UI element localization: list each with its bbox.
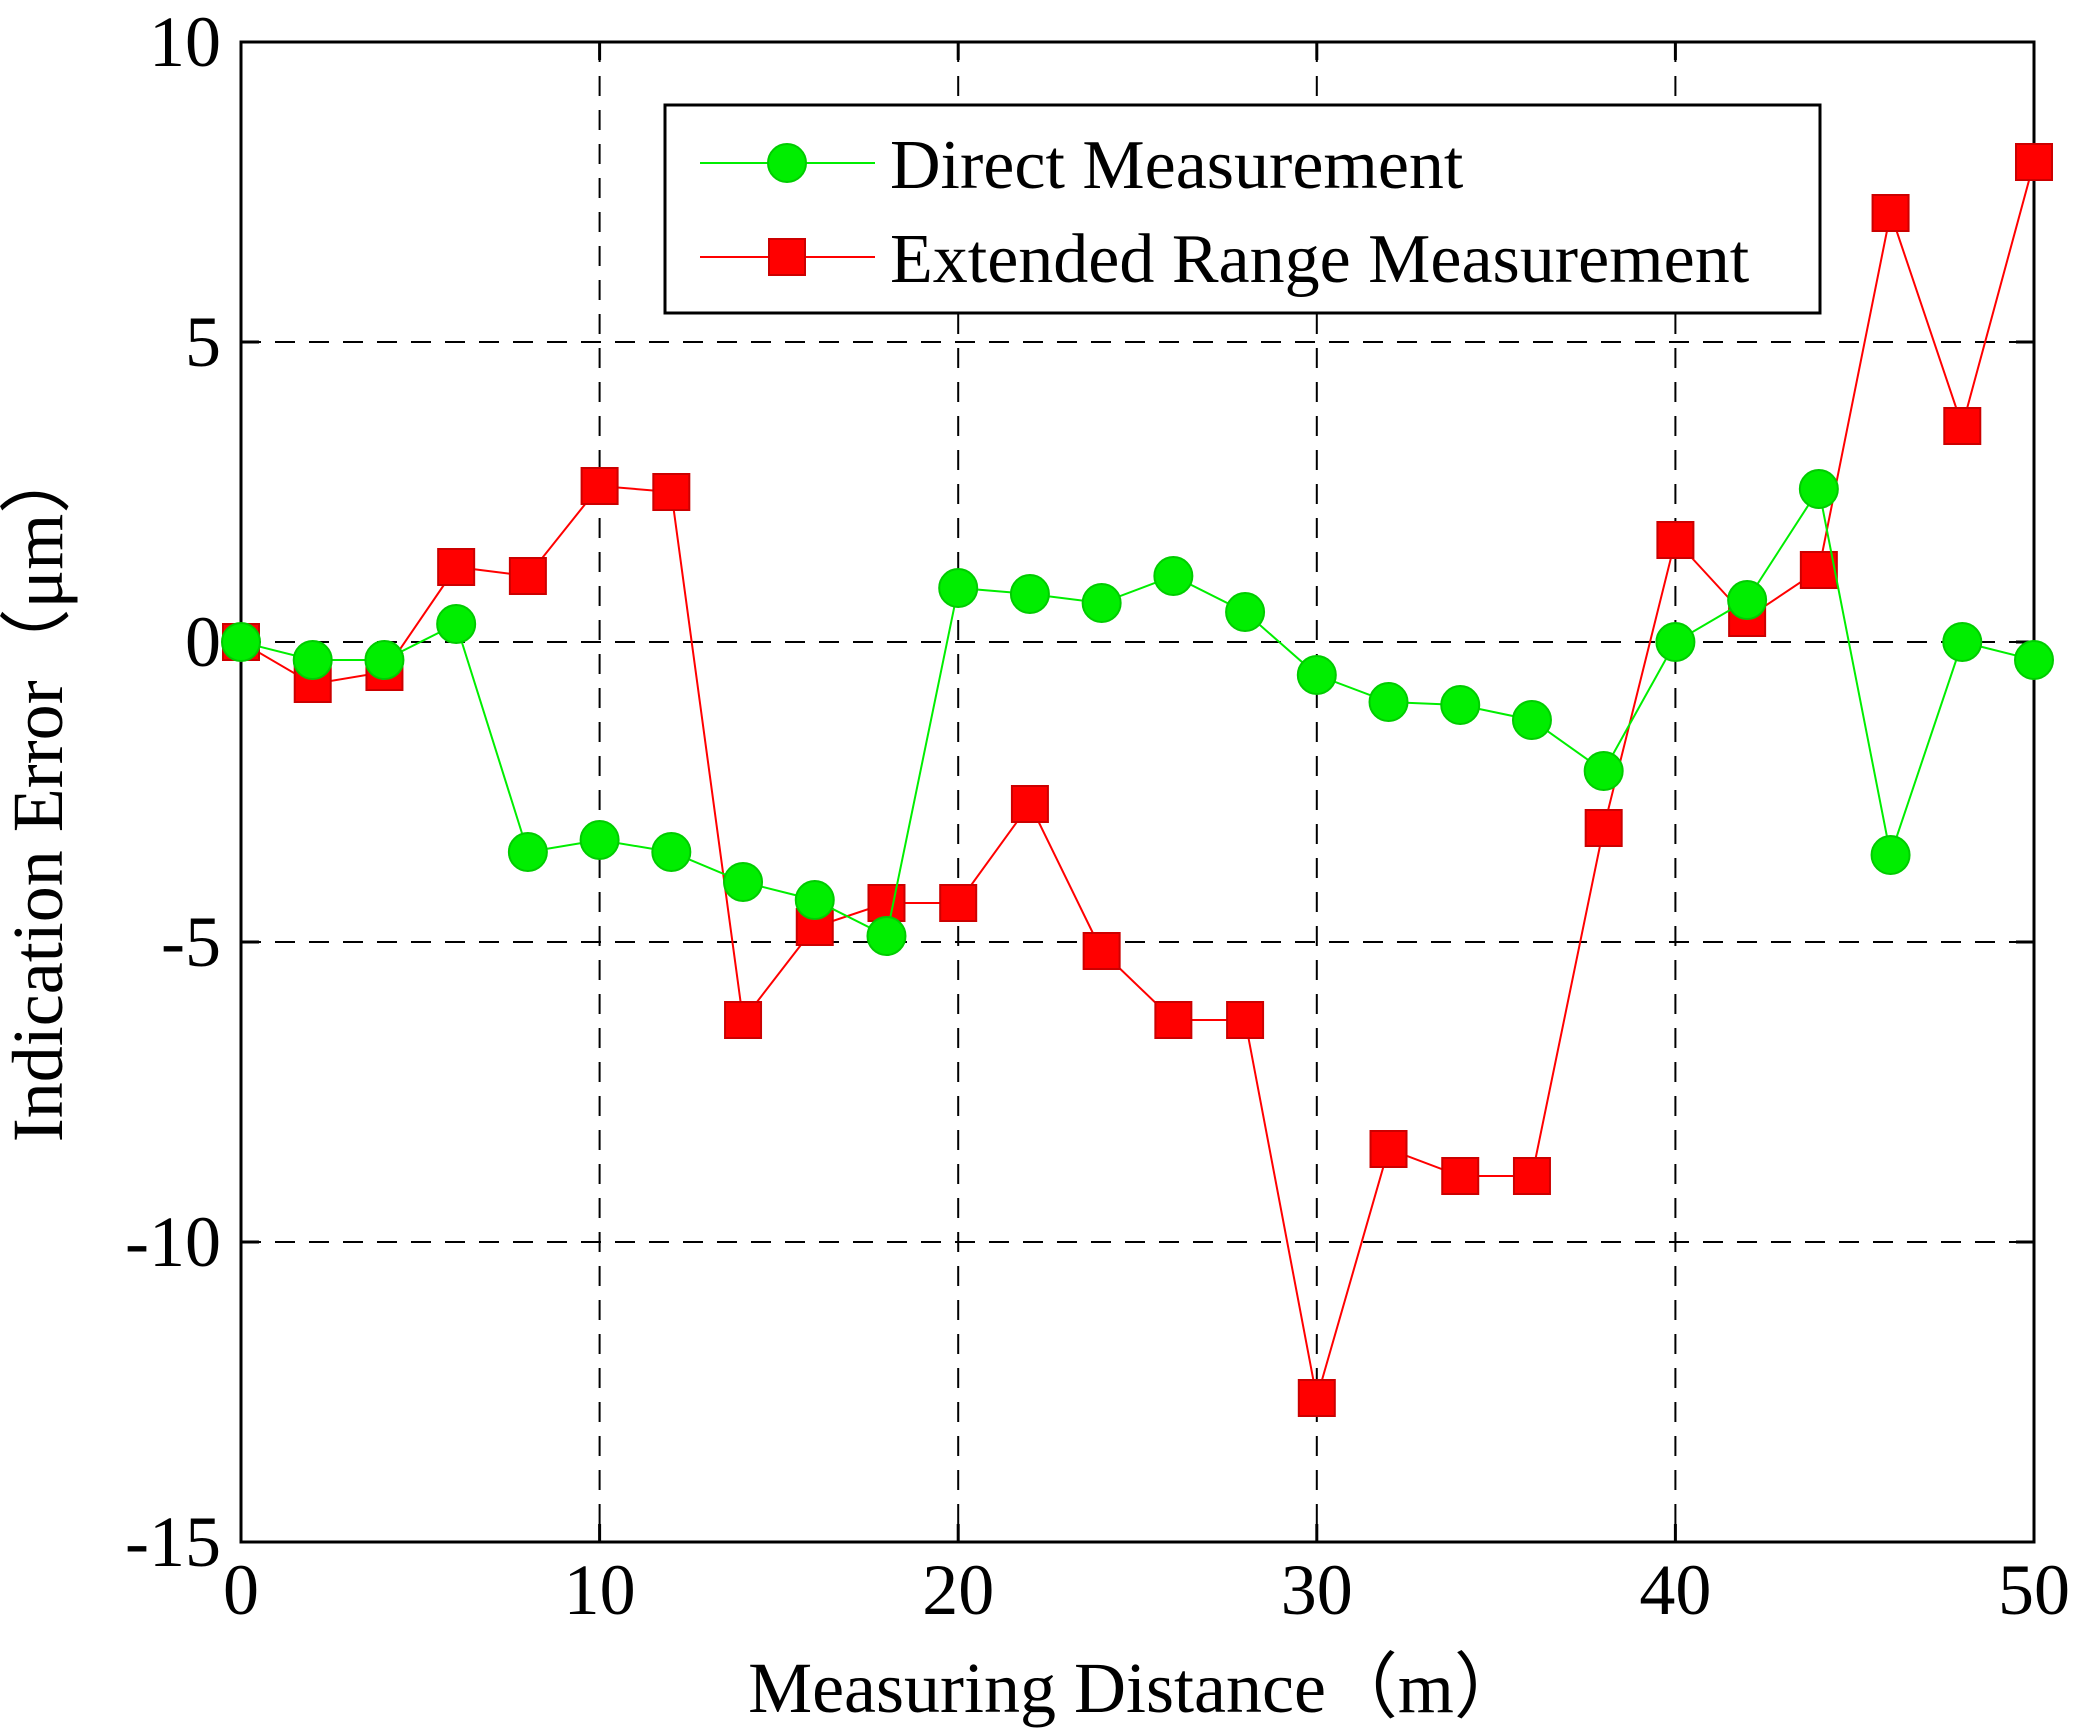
data-point-extended <box>867 884 906 922</box>
data-point-extended <box>1010 785 1049 823</box>
legend-marker-extended <box>768 238 806 276</box>
data-point-extended <box>437 548 476 586</box>
data-point-direct <box>1296 655 1337 695</box>
y-tick-label: 10 <box>149 2 221 82</box>
x-axis-title: Measuring Distance（m） <box>748 1648 1526 1728</box>
data-point-extended <box>1369 1130 1408 1168</box>
legend-marker-direct <box>767 143 807 183</box>
data-point-direct <box>364 640 405 680</box>
data-point-direct <box>794 880 835 920</box>
y-tick-label: -5 <box>161 902 221 982</box>
y-axis-title: Indication Error（μm） <box>0 442 78 1142</box>
y-tick-label: 0 <box>185 602 221 682</box>
legend-label-direct: Direct Measurement <box>890 127 1464 204</box>
y-tick-label: -10 <box>125 1202 221 1282</box>
data-point-extended <box>724 1001 763 1039</box>
x-tick-label: 0 <box>223 1550 259 1630</box>
data-point-extended <box>1799 551 1838 589</box>
data-point-extended <box>1297 1379 1336 1417</box>
data-point-direct <box>292 640 333 680</box>
data-point-extended <box>1226 1001 1265 1039</box>
data-point-direct <box>2014 640 2054 680</box>
data-point-extended <box>1656 521 1695 559</box>
data-point-direct <box>436 604 477 644</box>
x-tick-label: 20 <box>922 1550 994 1630</box>
legend-box <box>663 103 1822 315</box>
y-tick-label: 5 <box>185 302 221 382</box>
data-point-direct <box>221 622 261 662</box>
data-series <box>221 143 2054 1417</box>
data-point-direct <box>1081 583 1122 623</box>
data-point-extended <box>1943 407 1982 445</box>
data-point-extended <box>1871 194 1910 232</box>
data-point-direct <box>1870 835 1911 875</box>
data-point-extended <box>1082 932 1121 970</box>
legend-label-extended: Extended Range Measurement <box>890 221 1750 298</box>
data-point-direct <box>1225 592 1266 632</box>
data-point-direct <box>507 832 548 872</box>
y-tick-label: -15 <box>125 1502 221 1582</box>
data-point-direct <box>1655 622 1696 662</box>
plot-area-frame <box>239 40 2036 1544</box>
data-point-extended <box>939 884 978 922</box>
data-point-direct <box>1009 574 1050 614</box>
data-point-direct <box>938 568 979 608</box>
data-point-direct <box>1798 469 1839 509</box>
x-tick-label: 40 <box>1639 1550 1711 1630</box>
data-point-extended <box>2015 143 2053 181</box>
data-point-direct <box>1942 622 1983 662</box>
x-tick-label: 10 <box>564 1550 636 1630</box>
data-point-direct <box>866 916 907 956</box>
data-point-extended <box>508 557 547 595</box>
data-point-extended <box>1154 1001 1193 1039</box>
legend: Direct Measurement Extended Range Measur… <box>663 103 1822 315</box>
data-point-extended <box>580 467 619 505</box>
data-point-extended <box>1584 809 1623 847</box>
data-point-extended <box>1512 1157 1551 1195</box>
data-point-direct <box>1727 580 1768 620</box>
data-point-direct <box>651 832 692 872</box>
x-tick-label: 50 <box>1998 1550 2070 1630</box>
x-tick-label: 30 <box>1281 1550 1353 1630</box>
data-point-direct <box>1153 556 1194 596</box>
data-point-direct <box>1511 700 1552 740</box>
data-point-extended <box>1441 1157 1480 1195</box>
data-point-direct <box>1583 751 1624 791</box>
data-point-extended <box>652 473 691 511</box>
data-point-direct <box>1440 685 1481 725</box>
data-point-direct <box>579 820 620 860</box>
data-point-direct <box>1368 682 1409 722</box>
data-point-direct <box>723 862 764 902</box>
